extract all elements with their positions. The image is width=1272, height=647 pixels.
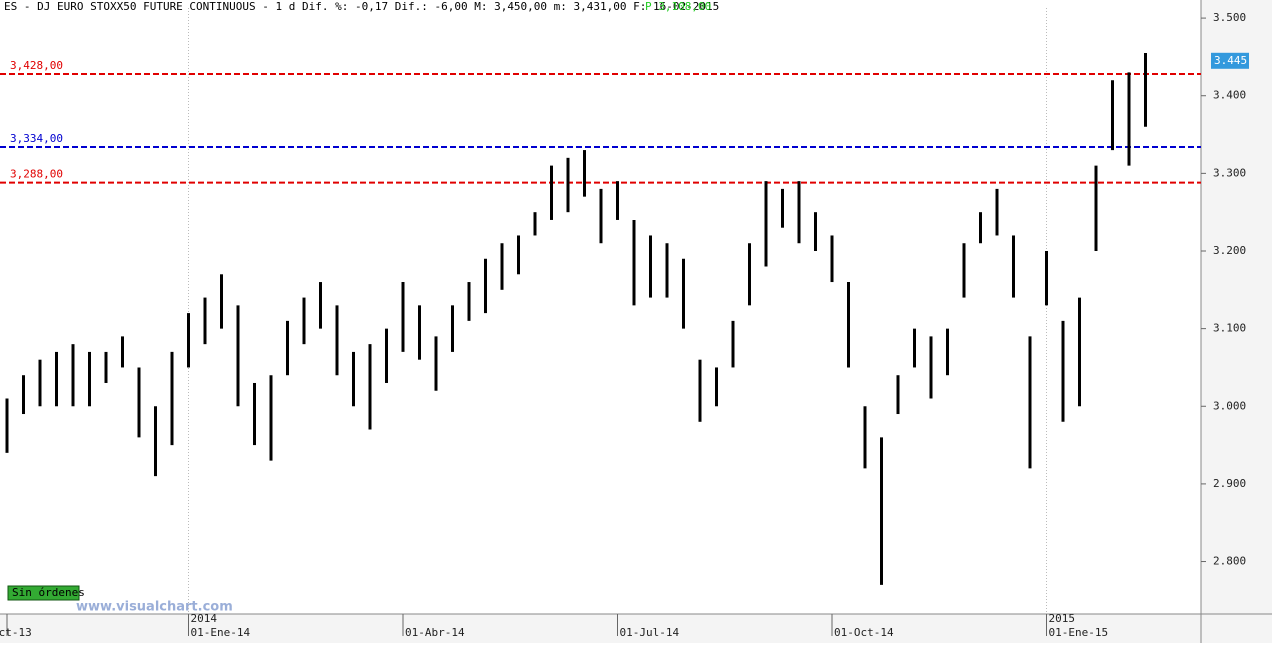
y-tick-label: 3.500 [1213, 11, 1246, 24]
status-box [7, 585, 80, 601]
y-tick-label: 3.300 [1213, 166, 1246, 179]
x-tick-label: 01-Oct-14 [834, 626, 894, 639]
watermark: www.visualchart.com [76, 600, 233, 615]
y-tick-label: 3.000 [1213, 399, 1246, 412]
x-tick-label: 01-Jul-14 [620, 626, 680, 639]
y-axis-panel [1201, 0, 1272, 643]
year-label: 2014 [191, 612, 218, 625]
last-price-label: 3.445 [1214, 54, 1247, 67]
level-label: 3,428,00 [10, 59, 63, 72]
x-axis-panel [0, 614, 1272, 643]
x-tick-label: 01-Ene-14 [191, 626, 251, 639]
last-price-box [1211, 52, 1249, 69]
status: Sin órdenes [12, 586, 85, 599]
chart-subtitle: P 3,108,00 [645, 0, 711, 13]
level-label: 3,288,00 [10, 168, 63, 181]
y-tick-label: 3.200 [1213, 244, 1246, 257]
y-tick-label: 3.100 [1213, 322, 1246, 335]
x-tick-label: 01-Ene-15 [1049, 626, 1109, 639]
x-tick-label: 01-Abr-14 [405, 626, 465, 639]
x-tick-label: Oct-13 [0, 626, 32, 639]
level-label: 3,334,00 [10, 132, 63, 145]
y-tick-label: 2.800 [1213, 555, 1246, 568]
y-tick-label: 2.900 [1213, 477, 1246, 490]
y-tick-label: 3.400 [1213, 89, 1246, 102]
year-label: 2015 [1049, 612, 1076, 625]
chart-title: ES - DJ EURO STOXX50 FUTURE CONTINUOUS -… [4, 0, 719, 13]
